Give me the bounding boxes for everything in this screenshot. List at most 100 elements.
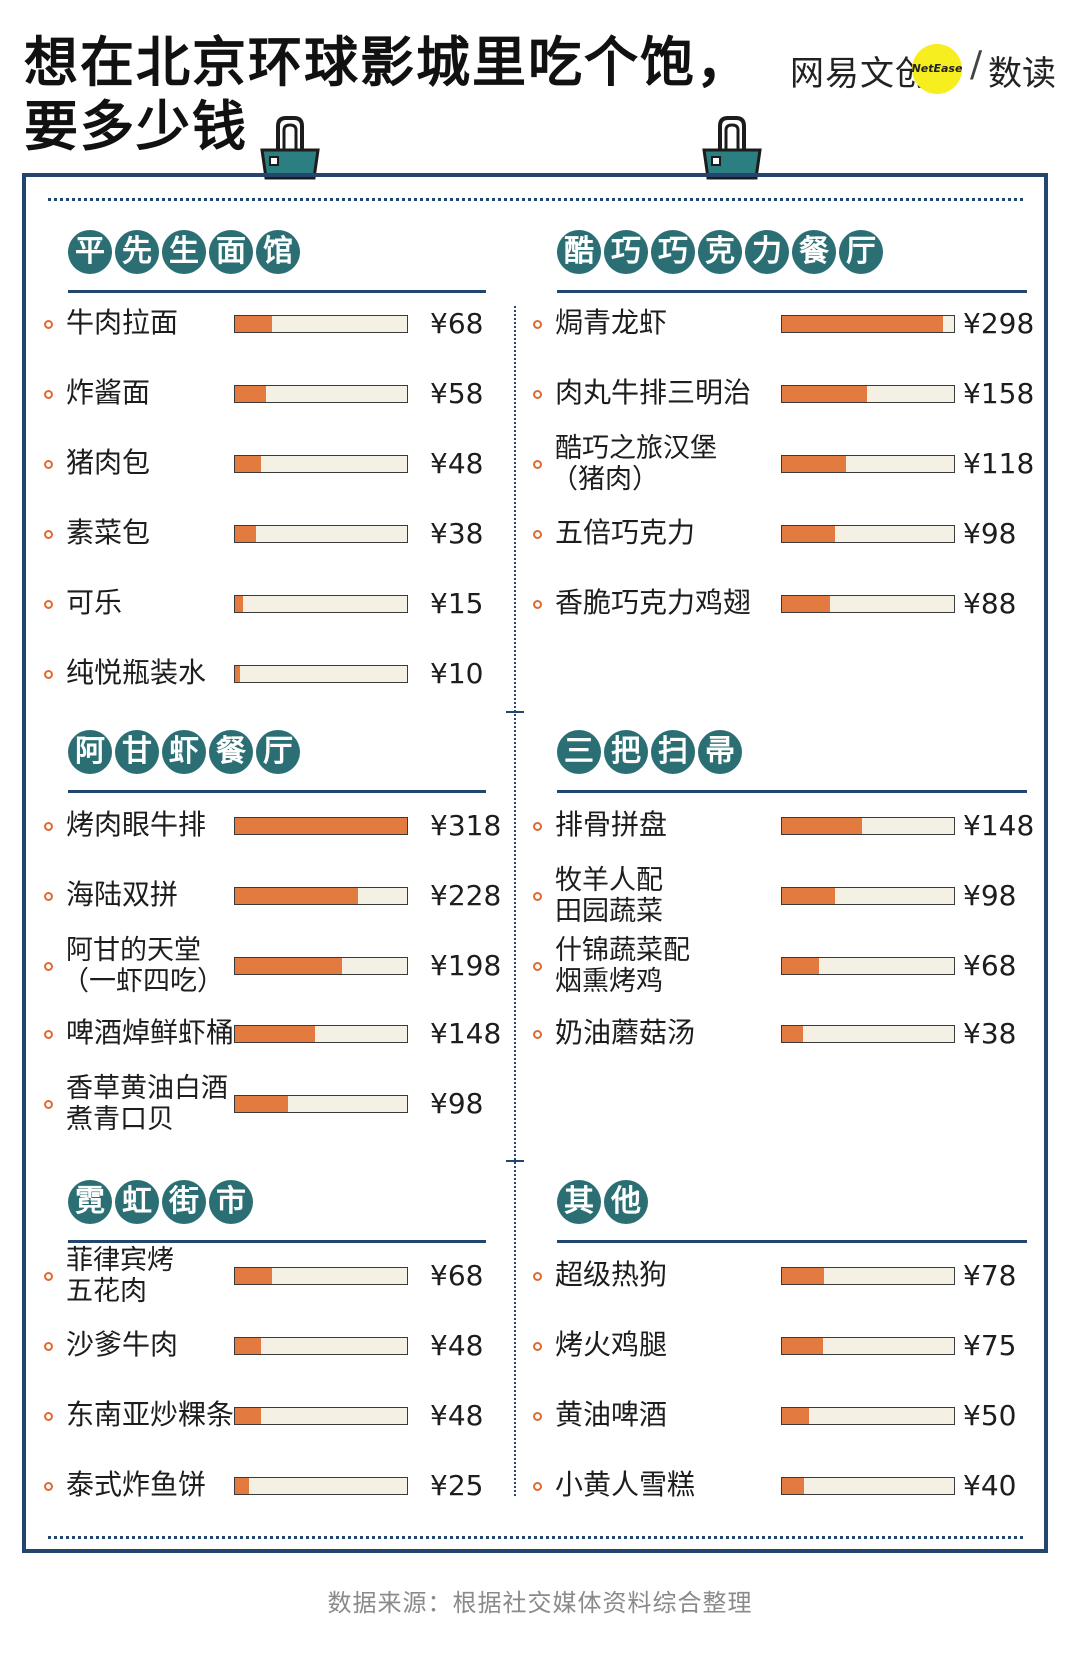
- price-label: ¥58: [430, 377, 484, 410]
- price-label: ¥228: [430, 879, 502, 912]
- price-bar-track: [234, 525, 408, 543]
- price-label: ¥98: [963, 879, 1017, 912]
- bullet-dot-icon: [533, 962, 542, 971]
- section-title-char: 市: [209, 1180, 253, 1224]
- bullet-dot-icon: [44, 600, 53, 609]
- menu-item-name-line: 田园蔬菜: [555, 896, 663, 927]
- price-bar-fill: [235, 666, 241, 682]
- menu-item-name-line: 酷巧之旅汉堡: [555, 433, 717, 464]
- price-bar-fill: [235, 316, 272, 332]
- menu-item-name: 奶油蘑菇汤: [555, 1019, 695, 1047]
- price-bar-track: [781, 595, 955, 613]
- menu-item-name: 香草黄油白酒 煮青口贝: [66, 1073, 228, 1135]
- menu-item-name: 超级热狗: [555, 1261, 667, 1289]
- price-bar-fill: [235, 1478, 249, 1494]
- price-bar-fill: [235, 818, 407, 834]
- section-title-char: 虾: [162, 730, 206, 774]
- price-bar-fill: [782, 888, 835, 904]
- bullet-dot-icon: [44, 1100, 53, 1109]
- price-bar-track: [234, 315, 408, 333]
- price-bar-fill: [235, 1338, 261, 1354]
- menu-item-name: 什锦蔬菜配 烟熏烤鸡: [555, 935, 690, 997]
- menu-item-name: 猪肉包: [66, 449, 150, 477]
- menu-item-name-line: 烤火鸡腿: [555, 1328, 668, 1361]
- binder-clip-left-icon: [260, 116, 320, 180]
- price-bar-fill: [235, 596, 244, 612]
- bullet-dot-icon: [533, 530, 542, 539]
- price-label: ¥68: [430, 307, 484, 340]
- price-bar-track: [234, 957, 408, 975]
- price-bar-track: [781, 1267, 955, 1285]
- bullet-dot-icon: [533, 1272, 542, 1281]
- bullet-dot-icon: [44, 1272, 53, 1281]
- section-underline: [68, 290, 486, 293]
- center-dotted-divider: [514, 306, 516, 1496]
- price-bar-track: [781, 887, 955, 905]
- section-underline: [557, 790, 1027, 793]
- price-bar-fill: [235, 1408, 261, 1424]
- menu-item-name-line: 排骨拼盘: [555, 808, 668, 841]
- section-title-char: 巧: [604, 230, 648, 274]
- bullet-dot-icon: [44, 530, 53, 539]
- price-bar-track: [234, 595, 408, 613]
- menu-item-name: 阿甘的天堂 （一虾四吃）: [62, 935, 224, 997]
- price-bar-fill: [235, 1026, 316, 1042]
- section-title-char: 生: [162, 230, 206, 274]
- section-title: 三把扫帚: [557, 730, 742, 774]
- price-label: ¥48: [430, 1329, 484, 1362]
- price-bar-fill: [782, 958, 819, 974]
- menu-item-name-line: （猪肉）: [551, 464, 659, 495]
- price-label: ¥98: [430, 1087, 484, 1120]
- menu-item-name-line: 沙爹牛肉: [66, 1328, 179, 1361]
- price-bar-fill: [782, 316, 944, 332]
- menu-item-name-line: 菲律宾烤: [66, 1245, 174, 1276]
- section-title-char: 他: [604, 1180, 648, 1224]
- price-label: ¥78: [963, 1259, 1017, 1292]
- section-title: 阿甘虾餐厅: [68, 730, 300, 774]
- price-bar-track: [234, 1477, 408, 1495]
- brand-name-data: 数读: [988, 54, 1056, 94]
- price-bar-fill: [782, 1478, 804, 1494]
- price-label: ¥98: [963, 517, 1017, 550]
- menu-item-name-line: 牧羊人配: [555, 865, 663, 896]
- price-bar-fill: [782, 456, 846, 472]
- price-label: ¥148: [963, 809, 1035, 842]
- price-label: ¥198: [430, 949, 502, 982]
- price-label: ¥25: [430, 1469, 484, 1502]
- section-underline: [557, 1240, 1027, 1243]
- menu-item-name-line: 素菜包: [66, 516, 151, 549]
- bullet-dot-icon: [533, 600, 542, 609]
- bullet-dot-icon: [533, 822, 542, 831]
- price-bar-track: [234, 455, 408, 473]
- bullet-dot-icon: [44, 1412, 53, 1421]
- price-bar-track: [234, 385, 408, 403]
- menu-item-name: 烤肉眼牛排: [66, 811, 206, 839]
- bullet-dot-icon: [533, 390, 542, 399]
- menu-item-name-line: 小黄人雪糕: [555, 1468, 696, 1501]
- menu-item-name: 牧羊人配 田园蔬菜: [555, 865, 663, 927]
- price-label: ¥48: [430, 1399, 484, 1432]
- price-bar-track: [781, 817, 955, 835]
- price-bar-track: [781, 1477, 955, 1495]
- section-title-char: 厅: [256, 730, 300, 774]
- section-title-char: 巧: [651, 230, 695, 274]
- price-label: ¥318: [430, 809, 502, 842]
- section-title-char: 虹: [115, 1180, 159, 1224]
- menu-item-name: 小黄人雪糕: [555, 1471, 695, 1499]
- bullet-dot-icon: [533, 1412, 542, 1421]
- section-title-char: 先: [115, 230, 159, 274]
- section-title-char: 阿: [68, 730, 112, 774]
- bullet-dot-icon: [44, 1342, 53, 1351]
- price-bar-fill: [782, 1408, 810, 1424]
- price-label: ¥148: [430, 1017, 502, 1050]
- menu-item-name-line: 五花肉: [66, 1276, 147, 1307]
- bullet-dot-icon: [44, 390, 53, 399]
- price-bar-fill: [235, 526, 256, 542]
- price-label: ¥118: [963, 447, 1035, 480]
- menu-item-name: 焗青龙虾: [555, 309, 667, 337]
- price-bar-fill: [782, 596, 830, 612]
- menu-item-name: 啤酒焯鲜虾桶: [66, 1019, 234, 1047]
- section-title-char: 扫: [651, 730, 695, 774]
- price-label: ¥68: [963, 949, 1017, 982]
- price-bar-fill: [235, 386, 267, 402]
